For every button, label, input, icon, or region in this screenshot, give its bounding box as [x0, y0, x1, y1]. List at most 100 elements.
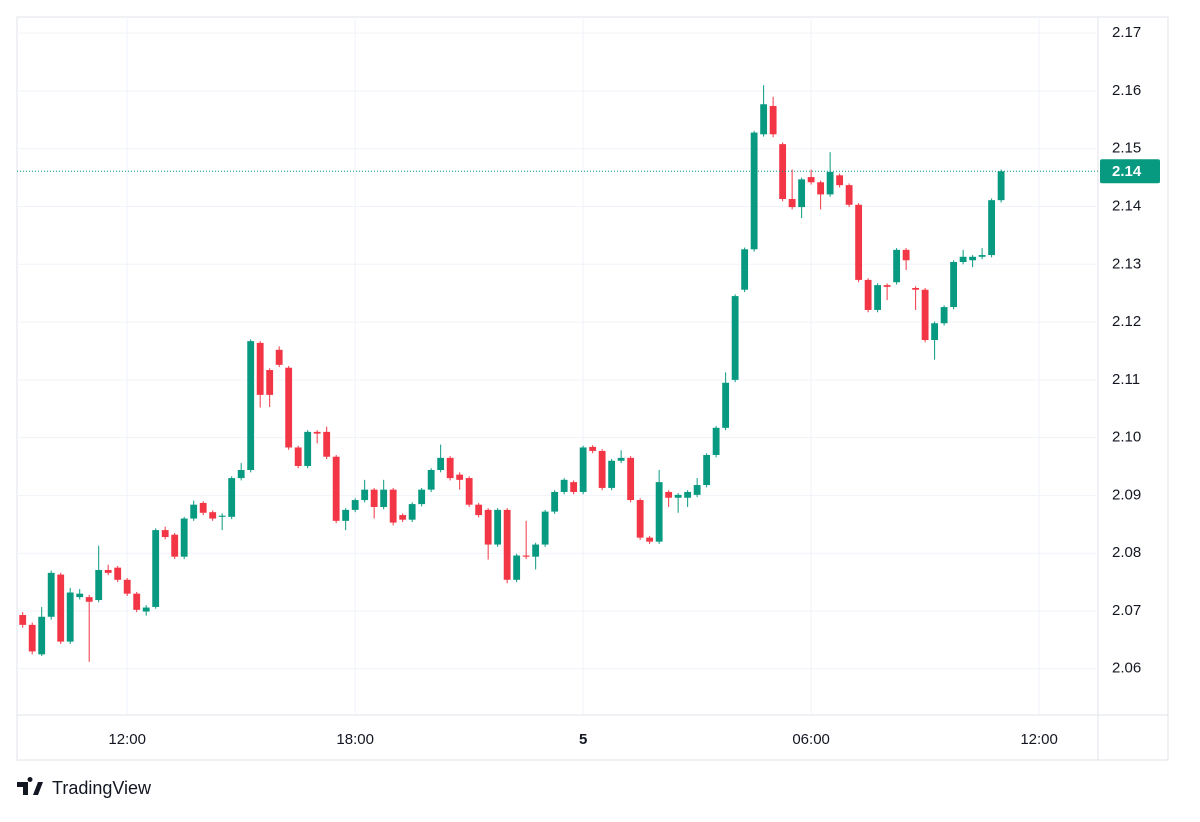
candle-body — [627, 457, 635, 501]
candle — [123, 578, 131, 596]
candle — [465, 476, 473, 507]
candle-body — [855, 204, 863, 280]
candle — [304, 430, 312, 469]
candle-body — [988, 200, 996, 256]
y-tick-label: 2.17 — [1112, 24, 1141, 41]
candle — [522, 520, 530, 559]
candle — [47, 570, 55, 620]
candle — [180, 516, 188, 559]
candle-body — [589, 446, 597, 451]
candle-body — [902, 249, 910, 261]
brand-name: TradingView — [52, 778, 152, 798]
candle-body — [769, 105, 777, 135]
candle-body — [750, 132, 758, 250]
candle-body — [266, 370, 274, 395]
candle — [627, 456, 635, 503]
candle — [513, 553, 521, 583]
candle — [484, 508, 492, 560]
candle-body — [380, 489, 388, 507]
candle — [617, 450, 625, 464]
candle-body — [826, 171, 834, 195]
candle-body — [294, 447, 302, 466]
candle — [845, 183, 853, 208]
candle — [313, 430, 321, 444]
candle-body — [114, 567, 122, 580]
candle-body — [646, 537, 654, 542]
candle — [28, 622, 36, 655]
candle — [446, 456, 454, 481]
candle — [779, 142, 787, 202]
candle — [209, 510, 217, 521]
candle — [456, 472, 464, 490]
candle — [902, 248, 910, 271]
candle — [912, 286, 920, 310]
candle — [874, 283, 882, 313]
candle — [674, 493, 682, 513]
candle — [608, 459, 616, 491]
candle-body — [798, 179, 806, 208]
candle-body — [370, 489, 378, 507]
candle — [788, 169, 796, 210]
candle — [142, 605, 150, 616]
candle-body — [608, 460, 616, 488]
candle-body — [237, 470, 245, 479]
candle — [532, 542, 540, 570]
candle — [551, 490, 559, 514]
candle — [19, 612, 27, 628]
candle — [940, 305, 948, 326]
candle-body — [712, 427, 720, 455]
candle — [237, 463, 245, 481]
candle-body — [684, 491, 692, 498]
candle-body — [275, 349, 283, 365]
candle — [722, 372, 730, 431]
candle — [836, 173, 844, 188]
candle-body — [465, 478, 473, 505]
candle — [598, 449, 606, 491]
y-tick-label: 2.10 — [1112, 429, 1141, 446]
candle — [475, 502, 483, 518]
candle-body — [456, 474, 464, 480]
candle — [66, 587, 74, 644]
candle-body — [997, 171, 1005, 201]
candle-body — [921, 289, 929, 340]
candle-body — [76, 593, 84, 598]
candle — [655, 470, 663, 544]
candle-body — [104, 569, 112, 573]
y-tick-label: 2.12 — [1112, 313, 1141, 330]
candle-body — [19, 615, 27, 625]
logo-mark — [17, 777, 43, 795]
candle — [76, 589, 84, 600]
y-tick-label: 2.06 — [1112, 660, 1141, 677]
candle — [38, 606, 46, 657]
candle — [693, 478, 701, 498]
candle-body — [171, 534, 179, 557]
candle — [646, 535, 654, 544]
chart-frame — [16, 16, 1169, 761]
candle — [893, 248, 901, 285]
candle-body — [693, 485, 701, 495]
last-price-label: 2.14 — [1112, 163, 1142, 180]
candle — [275, 346, 283, 368]
candle-body — [940, 307, 948, 324]
candle — [712, 426, 720, 458]
y-tick-label: 2.16 — [1112, 82, 1141, 99]
last-price-tag — [1100, 159, 1160, 184]
candle-body — [741, 249, 749, 290]
candle-body — [95, 569, 103, 601]
candle-body — [950, 261, 958, 308]
grid — [17, 17, 1098, 715]
candle-body — [655, 482, 663, 542]
candle — [969, 255, 977, 268]
candle-body — [788, 199, 796, 208]
candle — [703, 453, 711, 488]
candle-body — [152, 530, 160, 607]
candle — [570, 480, 578, 495]
candle-body — [959, 256, 967, 262]
candle-body — [408, 504, 416, 520]
candle-body — [228, 478, 236, 517]
candle — [152, 528, 160, 609]
candle — [826, 152, 834, 197]
candle-body — [47, 572, 55, 617]
candle — [133, 591, 141, 613]
candle — [427, 468, 435, 492]
